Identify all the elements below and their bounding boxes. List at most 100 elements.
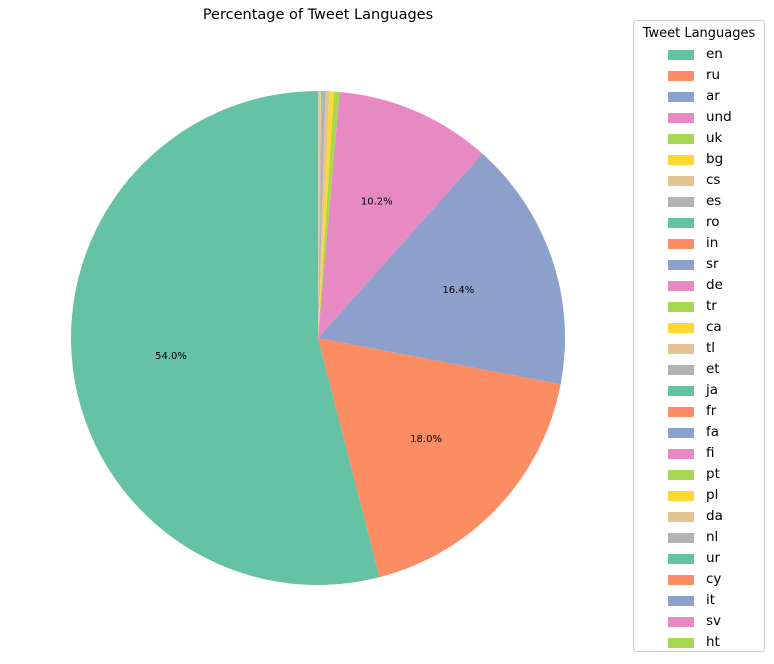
legend-swatch: [668, 491, 694, 501]
legend-label: en: [706, 46, 723, 62]
legend-label: bg: [706, 151, 724, 167]
legend-swatch: [668, 281, 694, 291]
pie-slice-cs: [318, 91, 330, 339]
legend-label: pl: [706, 487, 719, 503]
legend-swatch: [668, 407, 694, 417]
pie-slice-et: [318, 91, 321, 338]
legend-label: fr: [706, 403, 717, 419]
legend-label: it: [706, 592, 716, 608]
pie-slice-da: [318, 90, 320, 339]
legend: Tweet Languages en ru ar und uk bg cs es ro in sr d…: [633, 20, 765, 652]
pie-chart: 54.0% 18.0% 16.4% 10.2%: [71, 90, 566, 586]
pie-slice-fi: [318, 90, 320, 338]
legend-swatch: [668, 197, 694, 207]
pie-slice-in: [318, 91, 323, 338]
legend-label: ar: [706, 88, 720, 104]
legend-label: et: [706, 361, 720, 377]
legend-item-ur: ur: [634, 549, 764, 570]
legend-item-sr: sr: [634, 255, 764, 276]
legend-item-uk: uk: [634, 129, 764, 150]
legend-swatch: [668, 449, 694, 459]
pie-slice-bg: [318, 91, 335, 339]
legend-swatch: [668, 218, 694, 228]
pie-slice-tr: [318, 91, 321, 338]
pie-slice-pt: [318, 90, 320, 339]
legend-item-ar: ar: [634, 87, 764, 108]
pie-slice-cy: [318, 90, 319, 338]
legend-item-da: da: [634, 507, 764, 528]
legend-item-bg: bg: [634, 150, 764, 171]
pie-slice-nl: [318, 90, 319, 338]
slice-label-ar: 16.4%: [442, 285, 474, 296]
legend-label: ro: [706, 214, 720, 230]
legend-label: ru: [706, 67, 721, 83]
legend-swatch: [668, 302, 694, 312]
legend-swatch: [668, 596, 694, 606]
pie-slice-ar: [318, 153, 566, 385]
legend-item-fr: fr: [634, 402, 764, 423]
legend-label: tl: [706, 340, 716, 356]
legend-label: de: [706, 277, 723, 293]
pie-slice-tl: [318, 91, 321, 338]
legend-swatch: [668, 386, 694, 396]
pie-slice-pl: [318, 90, 320, 338]
legend-item-et: et: [634, 360, 764, 381]
pie-slice-und: [318, 91, 483, 338]
legend-item-ru: ru: [634, 66, 764, 87]
pie-slice-sr: [318, 91, 322, 339]
legend-swatch: [668, 470, 694, 480]
legend-label: und: [706, 109, 732, 125]
legend-swatch: [668, 71, 694, 81]
legend-swatch: [668, 92, 694, 102]
legend-label: cy: [706, 571, 722, 587]
slice-label-und: 10.2%: [361, 196, 393, 207]
legend-label: uk: [706, 130, 723, 146]
legend-label: ja: [706, 382, 719, 398]
legend-item-es: es: [634, 192, 764, 213]
legend-label: cs: [706, 172, 721, 188]
legend-swatch: [668, 50, 694, 60]
legend-label: da: [706, 508, 723, 524]
legend-item-ro: ro: [634, 213, 764, 234]
legend-swatch: [668, 113, 694, 123]
legend-label: tr: [706, 298, 717, 314]
legend-item-pl: pl: [634, 486, 764, 507]
legend-label: sv: [706, 613, 722, 629]
legend-swatch: [668, 428, 694, 438]
chart-title: Percentage of Tweet Languages: [202, 7, 434, 23]
legend-item-in: in: [634, 234, 764, 255]
pie-slice-en: [71, 91, 380, 586]
pie-slice-ur: [318, 90, 319, 339]
slice-label-ru: 18.0%: [410, 434, 442, 445]
slice-label-en: 54.0%: [155, 351, 187, 362]
legend-item-cy: cy: [634, 570, 764, 591]
legend-label: sr: [706, 256, 719, 272]
legend-swatch: [668, 176, 694, 186]
legend-swatch: [668, 239, 694, 249]
legend-item-de: de: [634, 276, 764, 297]
legend-item-tr: tr: [634, 297, 764, 318]
pie-slice-ca: [318, 91, 321, 339]
legend-label: ur: [706, 550, 721, 566]
pie-slice-de: [318, 91, 322, 338]
legend-item-und: und: [634, 108, 764, 129]
legend-swatch: [668, 260, 694, 270]
legend-label: ht: [706, 634, 720, 650]
legend-swatch: [668, 617, 694, 627]
pie-slice-ru: [318, 338, 561, 578]
legend-swatch: [668, 134, 694, 144]
legend-label: in: [706, 235, 719, 251]
legend-label: es: [706, 193, 722, 209]
legend-item-fa: fa: [634, 423, 764, 444]
legend-label: ca: [706, 319, 722, 335]
pie-slice-fa: [318, 91, 320, 338]
legend-item-pt: pt: [634, 465, 764, 486]
legend-item-tl: tl: [634, 339, 764, 360]
legend-label: fa: [706, 424, 720, 440]
legend-swatch: [668, 575, 694, 585]
legend-item-sv: sv: [634, 612, 764, 633]
legend-swatch: [668, 638, 694, 648]
legend-swatch: [668, 554, 694, 564]
pie-slice-ro: [318, 91, 323, 338]
legend-swatch: [668, 155, 694, 165]
